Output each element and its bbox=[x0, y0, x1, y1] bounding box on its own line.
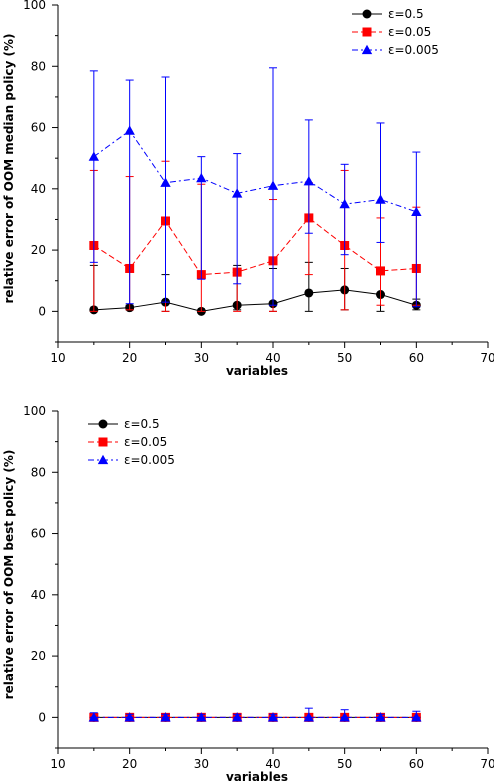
data-point bbox=[267, 180, 279, 190]
data-point bbox=[339, 712, 350, 722]
data-point bbox=[339, 198, 350, 209]
data-point bbox=[231, 712, 243, 722]
series-0 bbox=[89, 261, 421, 316]
x-tick-label: 60 bbox=[409, 757, 424, 771]
y-tick-label: 0 bbox=[38, 710, 46, 724]
y-tick-label: 60 bbox=[31, 121, 46, 135]
legend-marker bbox=[362, 9, 372, 19]
x-tick-label: 10 bbox=[50, 757, 65, 771]
chart-oom-median: 0 20 40 60 80 100 10 20 30 40 50 60 70 variables relat… bbox=[2, 0, 494, 378]
data-point bbox=[303, 175, 315, 186]
data-point bbox=[160, 177, 171, 187]
legend-label: ε=0.5 bbox=[124, 417, 160, 431]
legend-marker bbox=[97, 454, 109, 465]
series-line bbox=[93, 217, 417, 276]
data-point bbox=[375, 194, 386, 204]
chart-oom-best: 0 20 40 60 80 100 10 20 30 40 50 60 70 variables relat… bbox=[2, 404, 494, 782]
series-line bbox=[93, 289, 417, 312]
y-tick-label: 60 bbox=[31, 527, 46, 541]
y-axis-title: relative error of OOM median policy (%) bbox=[2, 33, 16, 303]
y-tick-label: 40 bbox=[31, 182, 46, 196]
y-tick-label: 100 bbox=[23, 0, 46, 12]
data-point bbox=[375, 712, 386, 722]
data-point bbox=[376, 266, 385, 276]
y-tick-label: 100 bbox=[23, 404, 46, 418]
legend: ε=0.5 ε=0.05 ε=0.005 bbox=[352, 7, 439, 57]
data-point bbox=[196, 712, 207, 722]
legend-label: ε=0.005 bbox=[388, 43, 439, 57]
x-tick-label: 70 bbox=[480, 757, 494, 771]
legend-label: ε=0.5 bbox=[388, 7, 424, 21]
x-tick-label: 10 bbox=[50, 351, 65, 365]
y-tick-label: 0 bbox=[38, 304, 46, 318]
legend-marker bbox=[98, 437, 108, 447]
x-tick-label: 20 bbox=[122, 351, 137, 365]
data-point bbox=[304, 288, 314, 298]
x-tick-label: 40 bbox=[265, 351, 280, 365]
data-point bbox=[303, 712, 315, 722]
data-point bbox=[124, 712, 135, 722]
x-tick-label: 40 bbox=[265, 757, 280, 771]
legend-marker bbox=[98, 419, 108, 429]
x-tick-label: 30 bbox=[194, 351, 209, 365]
data-point bbox=[196, 172, 207, 183]
series-2 bbox=[88, 67, 422, 308]
x-tick-label: 70 bbox=[480, 351, 494, 365]
data-point bbox=[124, 125, 135, 135]
data-point bbox=[88, 151, 100, 161]
legend-marker bbox=[362, 27, 372, 37]
series-1 bbox=[89, 160, 421, 312]
data-point bbox=[411, 206, 422, 216]
y-tick-label: 80 bbox=[31, 465, 46, 479]
x-tick-label: 20 bbox=[122, 757, 137, 771]
data-point bbox=[160, 712, 171, 722]
data-point bbox=[411, 712, 422, 722]
x-tick-label: 30 bbox=[194, 757, 209, 771]
y-tick-label: 40 bbox=[31, 588, 46, 602]
data-point bbox=[267, 712, 279, 722]
x-axis-title: variables bbox=[226, 770, 288, 782]
x-tick-label: 60 bbox=[409, 351, 424, 365]
legend-label: ε=0.05 bbox=[388, 25, 431, 39]
x-tick-label: 50 bbox=[337, 757, 352, 771]
series-line bbox=[93, 129, 417, 213]
x-tick-label: 50 bbox=[337, 351, 352, 365]
legend-marker bbox=[361, 44, 373, 55]
y-axis-title: relative error of OOM best policy (%) bbox=[2, 450, 16, 700]
data-point bbox=[88, 712, 100, 722]
legend-label: ε=0.005 bbox=[124, 453, 175, 467]
y-tick-label: 80 bbox=[31, 59, 46, 73]
y-tick-label: 20 bbox=[31, 649, 46, 663]
data-point bbox=[231, 188, 243, 198]
series-2 bbox=[88, 707, 422, 722]
x-axis-title: variables bbox=[226, 364, 288, 378]
y-tick-label: 20 bbox=[31, 243, 46, 257]
legend: ε=0.5 ε=0.05 ε=0.005 bbox=[88, 417, 175, 467]
legend-label: ε=0.05 bbox=[124, 435, 167, 449]
